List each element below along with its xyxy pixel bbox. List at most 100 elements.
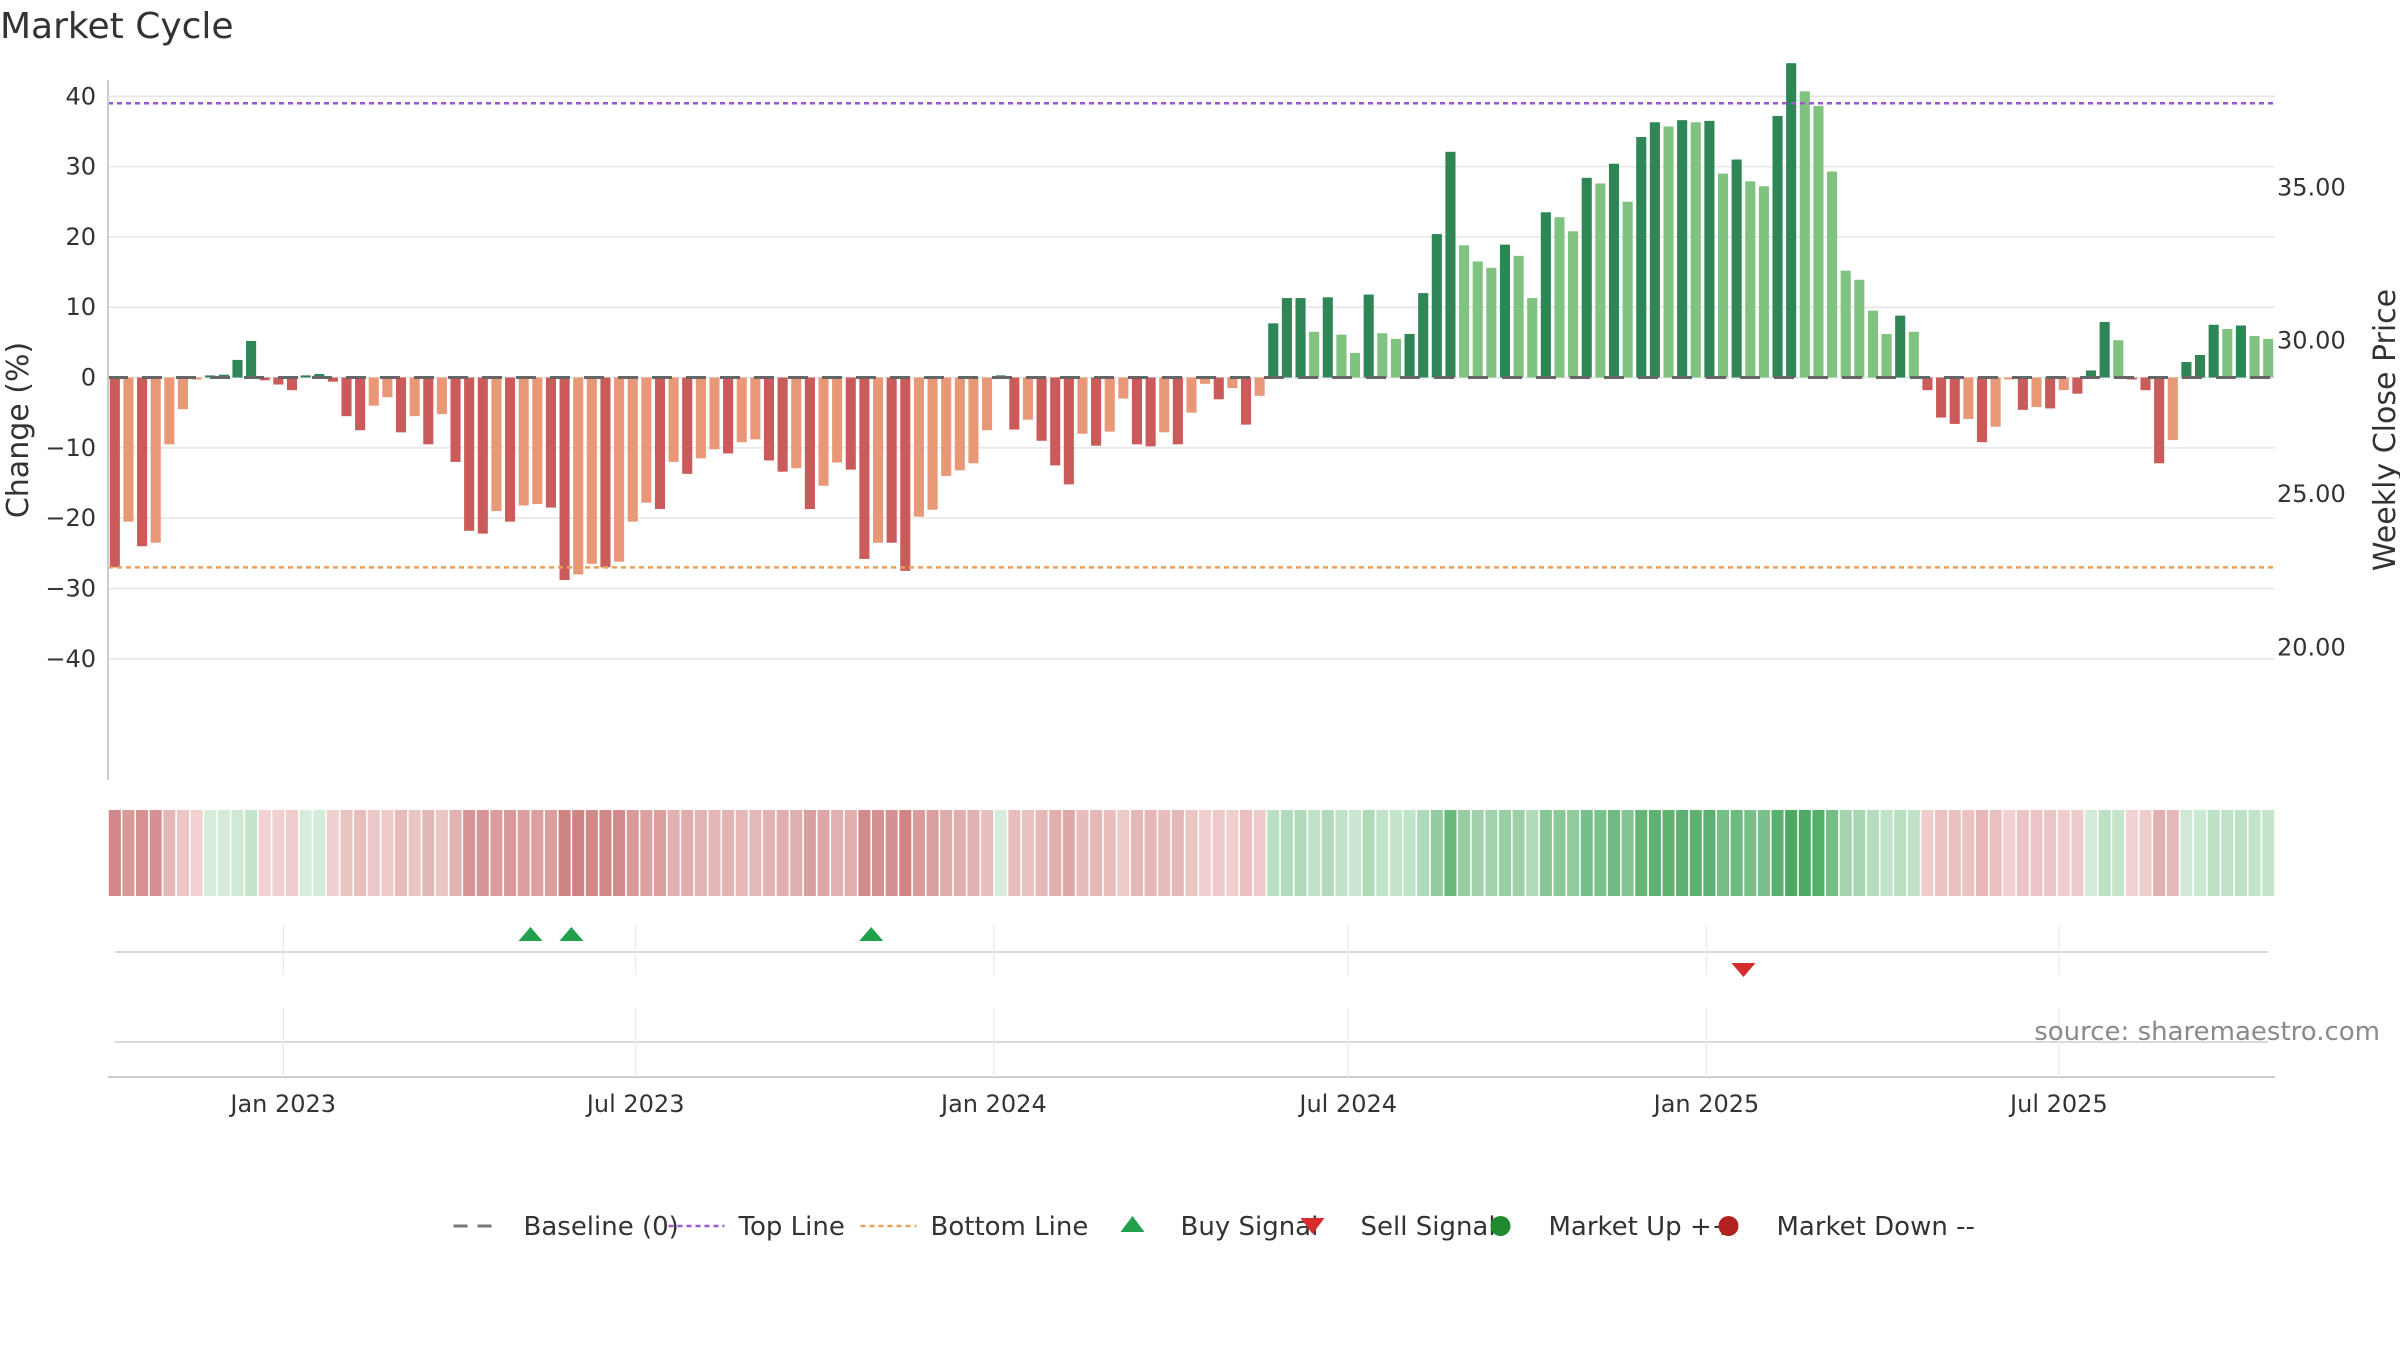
legend-item: Market Up ++ (1490, 1212, 1734, 1242)
heat-cell (517, 810, 530, 896)
heat-cell (572, 810, 585, 896)
change-bar (109, 377, 120, 568)
change-bar (804, 377, 815, 509)
heat-cell (1785, 810, 1798, 896)
change-bar (627, 377, 638, 522)
heat-cell (2166, 810, 2179, 896)
heat-cell (1417, 810, 1430, 896)
change-bar (1745, 181, 1756, 378)
heat-cell (762, 810, 776, 896)
heat-cell (599, 810, 612, 896)
heat-cell (231, 810, 244, 896)
heat-cell (2044, 810, 2057, 896)
change-bar (1922, 377, 1933, 391)
legend: Baseline (0) Top Line Bottom Line Buy Signa… (453, 1212, 1975, 1242)
y-tick-label: 30 (65, 153, 96, 181)
heat-cell (2084, 810, 2098, 896)
y-tick-label: 40 (65, 82, 96, 110)
change-bar (327, 377, 338, 382)
heat-cell (1717, 810, 1730, 896)
heat-cell (149, 810, 162, 896)
heat-cell (940, 810, 953, 896)
change-bar (2045, 377, 2056, 409)
heat-cell (1567, 810, 1580, 896)
change-bar (1404, 333, 1415, 378)
heat-cell (136, 810, 149, 896)
heat-cell (790, 810, 803, 896)
heat-cell (1962, 810, 1975, 896)
buy-signal-marker (559, 927, 584, 941)
heat-cell (544, 810, 557, 896)
change-bar (913, 377, 924, 517)
legend-item: Baseline (0) (453, 1212, 679, 1242)
heat-cell (803, 810, 816, 896)
heat-cell (1389, 810, 1402, 896)
change-bar (464, 377, 475, 531)
y2-tick-label: 25.00 (2277, 480, 2346, 508)
change-bar (505, 377, 516, 522)
change-bar (750, 377, 761, 440)
change-bar (682, 377, 693, 474)
heat-cell (2248, 810, 2261, 896)
heat-cell (190, 810, 203, 896)
change-bar (450, 377, 461, 462)
heat-cell (1839, 810, 1852, 896)
heat-cell (2221, 810, 2234, 896)
heat-cell (1267, 810, 1280, 896)
heat-cell (1635, 810, 1648, 896)
change-bar (1677, 120, 1688, 378)
change-bar (777, 377, 788, 472)
change-bar (1895, 315, 1906, 378)
heat-cell (1171, 810, 1184, 896)
change-bar (477, 377, 488, 534)
change-bar (436, 377, 447, 415)
heat-cell (2112, 810, 2125, 896)
heat-cell (1008, 810, 1021, 896)
change-bar (1186, 377, 1197, 413)
heat-cell (953, 810, 966, 896)
change-bar (2195, 355, 2206, 378)
y2-tick-label: 30.00 (2277, 327, 2346, 355)
change-bars (109, 63, 2274, 580)
change-bar (1459, 245, 1470, 378)
legend-label: Market Up ++ (1549, 1212, 1734, 1242)
change-bar (1690, 122, 1701, 378)
change-bar (695, 377, 706, 459)
heat-cell (2098, 810, 2111, 896)
change-bar (1486, 267, 1497, 378)
change-bar (1772, 115, 1783, 378)
heat-cell (2262, 810, 2275, 896)
heat-cell (1812, 810, 1825, 896)
heat-cell (422, 810, 435, 896)
change-bar (1295, 298, 1306, 378)
change-bar (314, 373, 325, 378)
heat-cell (1158, 810, 1171, 896)
change-bar (395, 377, 407, 433)
change-bar (1499, 244, 1511, 378)
legend-label: Buy Signal (1181, 1212, 1319, 1242)
change-bar (1077, 377, 1088, 434)
buy-signal-marker (859, 927, 884, 941)
heat-cell (681, 810, 694, 896)
legend-item: Bottom Line (860, 1212, 1088, 1242)
change-bar (259, 377, 270, 381)
heat-cell (285, 810, 299, 896)
legend-swatch-circle (1718, 1216, 1739, 1236)
heat-cell (1471, 810, 1484, 896)
heat-cell (708, 810, 721, 896)
y-tick-label: −20 (45, 504, 96, 532)
heat-cell (667, 810, 680, 896)
heat-cell (1512, 810, 1525, 896)
heat-cell (1130, 810, 1143, 896)
heat-cell (1580, 810, 1593, 896)
change-bar (763, 377, 775, 461)
heat-cell (1676, 810, 1689, 896)
change-bar (2017, 377, 2028, 410)
change-bar (1377, 333, 1388, 378)
change-bar (2072, 377, 2083, 394)
legend-swatch-buy (1120, 1216, 1145, 1232)
change-bar (246, 340, 257, 378)
y2-tick-label: 35.00 (2277, 173, 2346, 201)
change-bar (1363, 294, 1374, 378)
heat-cell (1294, 810, 1307, 896)
